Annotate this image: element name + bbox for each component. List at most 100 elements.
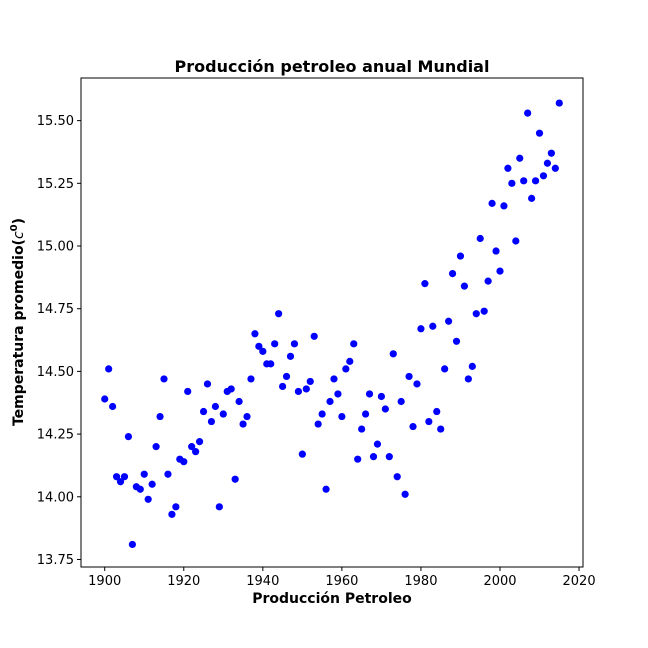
data-point: [350, 340, 358, 348]
x-axis-label: Producción Petroleo: [252, 591, 412, 607]
data-point: [377, 392, 386, 401]
data-point: [334, 390, 342, 398]
data-point: [480, 307, 488, 315]
data-point: [417, 325, 425, 333]
data-point: [488, 199, 496, 207]
data-point: [116, 478, 125, 486]
data-point: [184, 387, 192, 396]
data-point: [437, 425, 445, 433]
data-point: [286, 352, 295, 360]
data-point: [290, 340, 299, 348]
data-point: [500, 202, 508, 210]
axis-ticks: 1900 1920 1940 1960 1980 2000 2020 13.75 14.00 14…: [37, 114, 596, 589]
data-point: [203, 380, 212, 388]
data-point: [496, 267, 504, 275]
data-point: [551, 164, 559, 172]
data-point: [528, 194, 536, 202]
data-point: [381, 405, 389, 413]
y-tick-label: 14.25: [37, 428, 74, 443]
y-tick-label: 14.00: [37, 490, 74, 505]
data-point: [140, 470, 148, 478]
data-point: [452, 337, 461, 345]
data-point: [361, 410, 370, 418]
y-tick-label: 15.50: [37, 114, 74, 129]
data-point: [306, 377, 314, 386]
data-point: [243, 412, 251, 421]
data-point: [105, 365, 113, 373]
data-point: [433, 407, 441, 416]
y-axis-label-main: Temperatura promedio(: [11, 239, 27, 426]
data-point: [365, 390, 374, 398]
data-point: [531, 177, 540, 185]
data-point: [330, 375, 338, 383]
data-point: [251, 330, 259, 338]
chart-title: Producción petroleo anual Mundial: [175, 57, 490, 76]
data-point: [239, 420, 247, 428]
data-point: [441, 365, 449, 373]
y-tick-label: 14.50: [37, 365, 74, 380]
data-point: [524, 109, 532, 117]
data-point: [385, 453, 393, 461]
data-point: [342, 365, 350, 373]
data-point: [160, 375, 168, 383]
data-point: [211, 402, 219, 411]
data-point: [358, 425, 366, 433]
data-point: [547, 149, 555, 157]
data-point: [354, 455, 362, 463]
data-point: [468, 362, 476, 370]
x-tick-label: 2000: [483, 574, 516, 589]
data-point: [231, 475, 239, 483]
data-point: [156, 412, 164, 421]
data-point: [255, 342, 263, 350]
data-point: [484, 277, 492, 285]
data-point: [429, 322, 437, 330]
data-point: [456, 252, 465, 260]
data-point: [535, 129, 544, 137]
y-tick-label: 13.75: [37, 553, 74, 568]
data-point: [397, 397, 405, 406]
data-point: [112, 473, 121, 481]
data-point: [128, 540, 136, 549]
data-point: [322, 485, 330, 493]
data-point: [314, 420, 322, 428]
data-point: [346, 357, 354, 365]
data-point: [413, 380, 421, 388]
data-point: [369, 453, 378, 461]
data-point: [555, 99, 563, 107]
data-point: [338, 412, 346, 421]
data-point: [520, 177, 528, 185]
axes-frame: [80, 77, 584, 568]
data-point: [144, 495, 152, 503]
y-tick-label: 14.75: [37, 302, 74, 317]
data-point: [294, 387, 303, 396]
y-axis-label-close: ): [11, 218, 27, 224]
data-point: [199, 407, 208, 416]
x-tick-label: 1980: [404, 574, 437, 589]
data-point: [448, 270, 457, 278]
data-point: [247, 375, 255, 383]
data-point: [227, 385, 235, 393]
data-point: [425, 417, 433, 426]
data-point: [393, 473, 401, 481]
data-point: [195, 438, 204, 446]
data-point: [259, 347, 267, 355]
data-point: [476, 234, 484, 243]
data-point: [409, 422, 417, 431]
y-axis-label: Temperatura promedio(c0): [9, 218, 27, 426]
data-point: [172, 503, 180, 511]
data-point: [508, 179, 516, 187]
x-tick-label: 1900: [88, 574, 121, 589]
data-point: [271, 340, 279, 348]
data-point: [207, 417, 216, 426]
data-point: [492, 247, 500, 255]
data-point: [164, 470, 172, 478]
data-point: [168, 510, 176, 518]
data-point: [460, 282, 469, 290]
data-point: [267, 360, 275, 368]
data-point: [215, 503, 223, 511]
y-tick-label: 15.00: [37, 240, 74, 255]
data-point: [282, 372, 291, 381]
data-point: [516, 154, 524, 162]
data-point: [180, 458, 188, 466]
